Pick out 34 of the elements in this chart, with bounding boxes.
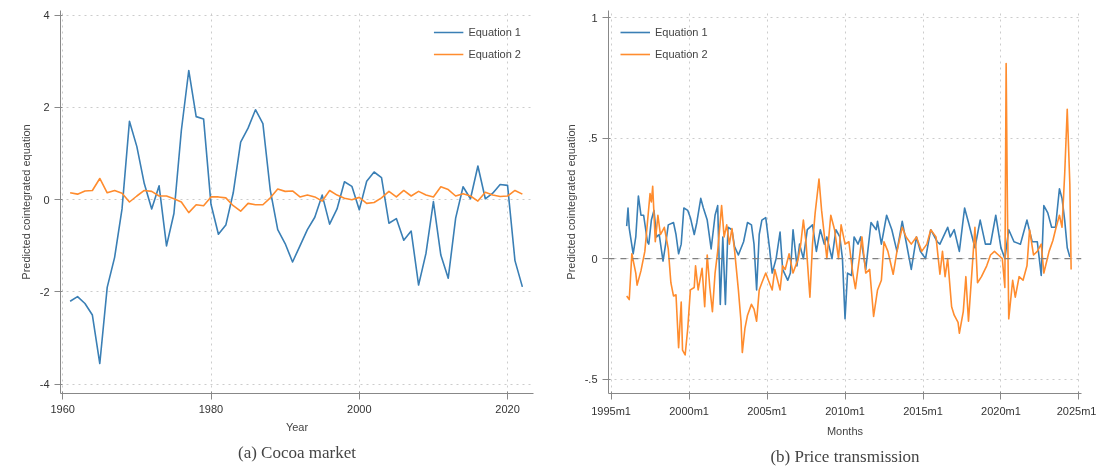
line-series — [69, 177, 524, 214]
x-tick-label: 2005m1 — [747, 404, 787, 417]
x-tick-label: 1960 — [50, 402, 75, 415]
y-tick-label: -4 — [39, 378, 50, 391]
y-tick-label: -.5 — [584, 373, 598, 386]
y-tick-label: 0 — [43, 193, 50, 206]
y-tick-label: 2 — [43, 101, 50, 114]
text: (a) Cocoa market — [238, 442, 357, 462]
y-tick-label: 4 — [43, 9, 50, 22]
x-axis-title: Months — [826, 424, 864, 437]
line-series — [625, 62, 1072, 356]
x-tick-label: 1980 — [198, 402, 224, 415]
x-tick-label: 2010m1 — [825, 404, 865, 417]
x-tick-label: 2025m1 — [1056, 404, 1097, 417]
y-tick-label: .5 — [588, 132, 598, 145]
legend-label: Equation 1 — [655, 26, 708, 38]
legend-label: Equation 2 — [468, 48, 521, 60]
x-tick-label: 2000 — [347, 402, 372, 415]
y-tick-label: 0 — [591, 252, 598, 265]
legend-label: Equation 1 — [468, 26, 521, 38]
legend-label: Equation 2 — [655, 48, 708, 60]
x-tick-label: 2020 — [495, 402, 520, 415]
y-axis-title: Predicted cointegrated equation — [564, 124, 577, 280]
x-tick-label: 2020m1 — [981, 404, 1021, 417]
x-tick-label: 1995m1 — [591, 404, 631, 417]
y-tick-label: 1 — [591, 11, 598, 24]
y-axis-title: Predicted cointegrated equation — [19, 124, 32, 280]
line-series — [625, 187, 1071, 320]
text: (b) Price transmission — [770, 446, 921, 466]
x-tick-label: 2015m1 — [903, 404, 943, 417]
x-axis-title: Year — [285, 420, 309, 433]
x-tick-label: 2000m1 — [669, 404, 709, 417]
y-tick-label: -2 — [39, 285, 50, 298]
line-series — [69, 69, 524, 365]
